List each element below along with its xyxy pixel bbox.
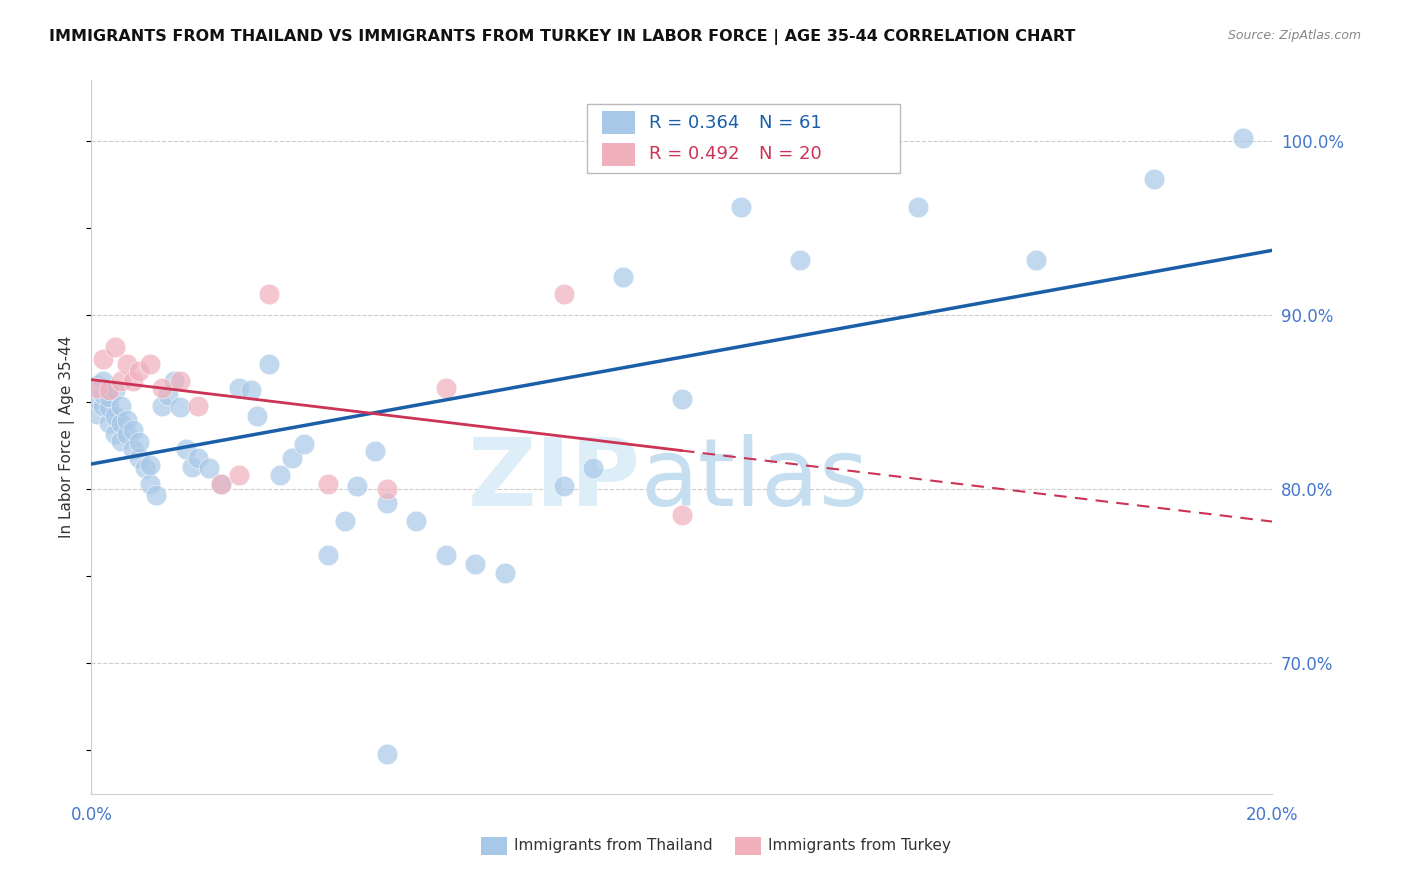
Point: [150, 399, 173, 413]
Point: [180, 459, 202, 474]
Point: [789, 252, 811, 267]
Point: [612, 269, 634, 284]
Text: R = 0.492: R = 0.492: [648, 145, 740, 163]
Point: [553, 287, 575, 301]
Point: [228, 381, 250, 395]
Point: [115, 426, 138, 441]
Point: [434, 549, 457, 563]
Point: [139, 477, 162, 491]
Point: [104, 426, 127, 441]
Point: [110, 375, 132, 389]
Point: [346, 479, 368, 493]
Text: N = 20: N = 20: [759, 145, 821, 163]
Text: Immigrants from Turkey: Immigrants from Turkey: [768, 838, 950, 853]
Point: [110, 416, 132, 430]
Point: [91, 399, 114, 413]
Point: [1025, 252, 1047, 267]
Point: [150, 381, 173, 395]
Point: [115, 357, 138, 371]
Point: [98, 390, 121, 404]
Point: [553, 479, 575, 493]
Text: Source: ZipAtlas.com: Source: ZipAtlas.com: [1227, 29, 1361, 43]
Point: [110, 434, 132, 448]
Point: [104, 383, 127, 397]
Point: [209, 477, 232, 491]
Point: [671, 508, 693, 523]
Point: [91, 386, 114, 401]
Point: [292, 437, 315, 451]
Point: [281, 450, 304, 465]
Y-axis label: In Labor Force | Age 35-44: In Labor Force | Age 35-44: [59, 336, 76, 538]
Point: [364, 444, 387, 458]
Point: [434, 381, 457, 395]
Point: [139, 458, 162, 472]
Point: [169, 401, 191, 415]
Point: [1143, 172, 1166, 186]
Point: [98, 416, 121, 430]
Point: [121, 375, 143, 389]
Point: [128, 364, 150, 378]
Point: [405, 514, 427, 528]
Point: [98, 401, 121, 415]
Point: [115, 412, 138, 426]
Point: [121, 442, 143, 457]
Point: [316, 549, 339, 563]
Point: [730, 200, 752, 214]
Bar: [735, 837, 761, 855]
Point: [157, 388, 180, 402]
Point: [494, 566, 516, 580]
Point: [257, 357, 280, 371]
Point: [464, 557, 486, 571]
Point: [86, 381, 108, 395]
Point: [335, 514, 357, 528]
Point: [128, 435, 150, 450]
Point: [671, 392, 693, 406]
Text: N = 61: N = 61: [759, 113, 821, 131]
Point: [239, 383, 262, 397]
Point: [139, 357, 162, 371]
Point: [169, 375, 191, 389]
Point: [198, 461, 221, 475]
Point: [907, 200, 929, 214]
Point: [246, 409, 269, 424]
Point: [86, 377, 108, 392]
Point: [145, 487, 167, 501]
FancyBboxPatch shape: [588, 103, 900, 173]
Text: Immigrants from Thailand: Immigrants from Thailand: [515, 838, 713, 853]
Bar: [481, 837, 508, 855]
Point: [187, 399, 209, 413]
Point: [1232, 130, 1254, 145]
Point: [104, 340, 127, 354]
Text: IMMIGRANTS FROM THAILAND VS IMMIGRANTS FROM TURKEY IN LABOR FORCE | AGE 35-44 CO: IMMIGRANTS FROM THAILAND VS IMMIGRANTS F…: [49, 29, 1076, 45]
Point: [110, 399, 132, 413]
Point: [187, 450, 209, 465]
Point: [375, 747, 398, 761]
Point: [163, 375, 186, 389]
Bar: [602, 143, 634, 166]
Point: [269, 468, 291, 483]
Point: [209, 477, 232, 491]
Point: [104, 409, 127, 424]
Bar: [602, 112, 634, 134]
Text: R = 0.364: R = 0.364: [648, 113, 740, 131]
Text: ZIP: ZIP: [468, 434, 641, 526]
Point: [134, 461, 156, 475]
Point: [228, 468, 250, 483]
Point: [375, 496, 398, 510]
Point: [375, 483, 398, 497]
Point: [98, 383, 121, 397]
Point: [121, 423, 143, 437]
Point: [128, 450, 150, 465]
Point: [91, 351, 114, 366]
Text: atlas: atlas: [641, 434, 869, 526]
Point: [174, 442, 197, 457]
Point: [257, 287, 280, 301]
Point: [316, 477, 339, 491]
Point: [86, 392, 108, 406]
Point: [91, 375, 114, 389]
Point: [86, 408, 108, 422]
Point: [582, 461, 605, 475]
